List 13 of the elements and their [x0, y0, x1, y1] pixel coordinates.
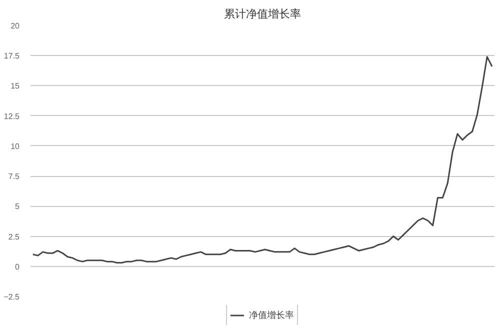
y-tick-label: 10	[10, 142, 20, 151]
line-series	[32, 56, 493, 264]
y-tick-label: 17.5	[4, 52, 20, 61]
legend-label: 净值增长率	[249, 310, 294, 322]
y-tick-label: 7.5	[8, 172, 20, 182]
y-tick-label: −2.5	[4, 292, 20, 302]
chart-title: 累计净值增长率	[224, 8, 301, 20]
y-tick-label: 15	[10, 82, 20, 91]
y-tick-label: 0	[15, 262, 20, 272]
y-tick-label: 20	[10, 22, 20, 30]
y-tick-label: 12.5	[4, 112, 20, 121]
y-tick-label: 2.5	[8, 232, 20, 242]
y-tick-label: 5	[15, 202, 20, 212]
